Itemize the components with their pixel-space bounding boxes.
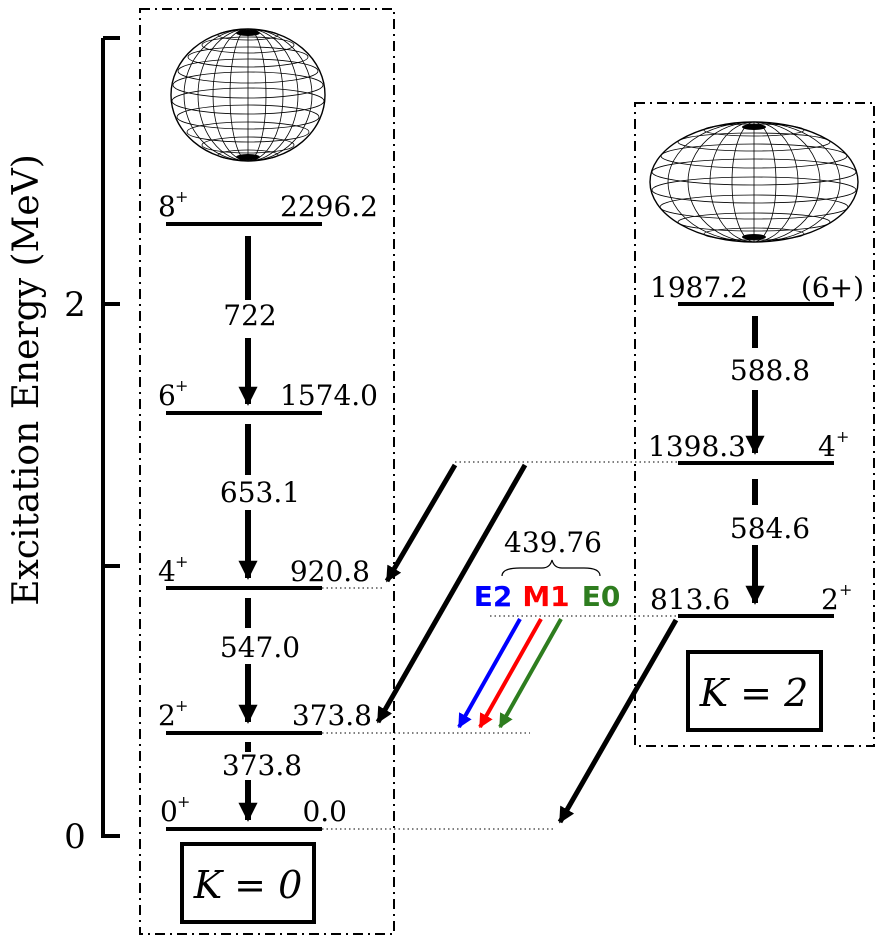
parity-k2-2: + — [839, 580, 852, 599]
energy-k0-4: 920.8 — [290, 555, 370, 588]
axis-tick-2: 2 — [64, 285, 86, 325]
band-k0-label-box: K = 0 — [180, 842, 316, 924]
transition-584: 584.6 — [730, 512, 810, 545]
spin-k0-4: 4 — [158, 555, 176, 588]
parity-k0-0: + — [177, 792, 190, 811]
reference-dotted-lines — [322, 461, 678, 830]
band-k2-label-box: K = 2 — [686, 650, 823, 732]
energy-k2-4: 1398.3 — [648, 430, 746, 463]
band-k2-levels: 1987.2 (6+) 1398.3 4 + 813.6 2 + — [648, 271, 864, 618]
spin-k0-0: 0 — [160, 795, 178, 828]
spin-k2-2: 2 — [821, 583, 839, 616]
transition-e0-arrow — [498, 618, 563, 729]
transition-1398-to-920 — [384, 463, 458, 583]
transition-653: 653.1 — [220, 476, 300, 509]
transition-588: 588.8 — [730, 354, 810, 387]
parity-k0-8: + — [175, 187, 188, 206]
band-k0-label: K = 0 — [193, 863, 303, 907]
energy-k0-2: 373.8 — [292, 699, 372, 732]
parity-k2-4: + — [836, 427, 849, 446]
transition-722: 722 — [223, 299, 276, 332]
transition-e2-arrow — [457, 618, 522, 729]
interband-energy: 439.76 — [504, 526, 602, 559]
interband-brace — [501, 559, 601, 577]
energy-k0-0: 0.0 — [302, 795, 347, 828]
band-k2-frame — [634, 102, 875, 747]
deformed-nucleus-icon — [649, 121, 859, 243]
transition-m1-arrow — [478, 618, 543, 729]
energy-k0-8: 2296.2 — [280, 190, 378, 223]
parity-k0-6: + — [175, 376, 188, 395]
band-k0-levels: 8 + 2296.2 6 + 1574.0 4 + 920.8 2 + 373.… — [158, 187, 378, 831]
band-k0-transitions: 722 653.1 547.0 373.8 — [220, 236, 302, 822]
spin-k2-6: (6+) — [801, 271, 864, 304]
band-k0-frame — [139, 8, 395, 935]
spherical-nucleus-icon — [170, 28, 326, 162]
parity-k0-2: + — [175, 696, 188, 715]
spin-k0-8: 8 — [158, 190, 176, 223]
multipole-m1: M1 — [522, 580, 569, 613]
energy-k2-6: 1987.2 — [650, 271, 748, 304]
spin-k2-4: 4 — [818, 430, 836, 463]
parity-k0-4: + — [175, 552, 188, 571]
energy-k0-6: 1574.0 — [280, 379, 378, 412]
energy-axis: 2 0 Excitation Energy (MeV) — [6, 36, 120, 857]
axis-tick-0: 0 — [64, 817, 86, 857]
transition-1398-to-373 — [375, 463, 528, 724]
transition-813-to-0 — [557, 618, 679, 824]
multipole-e0: E0 — [582, 580, 621, 613]
interband-transitions: 439.76 E2 M1 E0 — [375, 463, 679, 824]
energy-k2-2: 813.6 — [650, 583, 730, 616]
axis-label: Excitation Energy (MeV) — [6, 154, 47, 606]
multipole-e2: E2 — [474, 580, 513, 613]
spin-k0-2: 2 — [158, 699, 176, 732]
spin-k0-6: 6 — [158, 379, 176, 412]
transition-547: 547.0 — [220, 631, 300, 664]
band-k2-label: K = 2 — [699, 671, 809, 715]
band-k2-transitions: 588.8 584.6 — [730, 316, 810, 605]
transition-373: 373.8 — [222, 749, 302, 782]
